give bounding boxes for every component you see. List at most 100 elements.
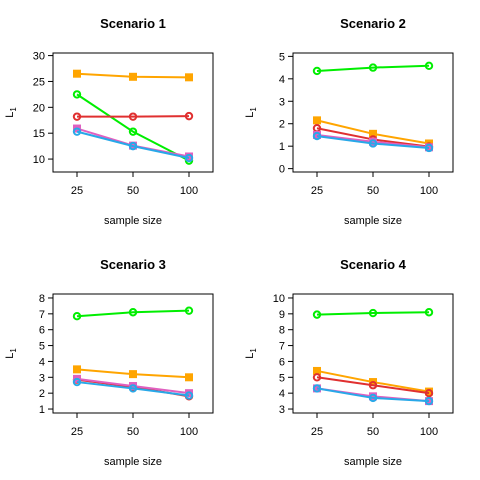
series-line-5 (76, 381, 190, 397)
y-tick-label: 7 (39, 309, 45, 321)
series-1-point (368, 63, 378, 72)
series-2-point (73, 365, 81, 374)
x-tick-label: 50 (127, 426, 139, 438)
series-line-1 (76, 93, 190, 162)
series-line-3 (77, 115, 190, 118)
y-tick-label: 1 (279, 141, 285, 153)
y-tick-label: 7 (279, 341, 285, 353)
y-tick-label: 8 (279, 325, 285, 337)
x-axis-label: sample size (344, 456, 402, 468)
y-tick-label: 3 (279, 404, 285, 416)
series-5-point (128, 141, 138, 151)
series-1-point (128, 127, 138, 136)
series-1-point (184, 306, 194, 315)
series-1-point (424, 61, 434, 70)
y-tick-label: 6 (39, 325, 45, 337)
series-1-point (312, 310, 322, 319)
x-tick-label: 100 (420, 426, 438, 438)
series-line-5 (76, 130, 190, 160)
y-tick-label: 5 (39, 341, 45, 353)
series-2-point (369, 129, 377, 138)
y-tick-label: 4 (279, 388, 285, 400)
y-tick-label: 2 (279, 119, 285, 131)
y-axis-label: L1 (244, 107, 258, 118)
series-5-point (368, 139, 378, 148)
y-tick-label: 8 (39, 293, 45, 305)
x-tick-label: 100 (180, 426, 198, 438)
y-tick-label: 3 (39, 372, 45, 384)
y-axis-label-subscript: 1 (9, 348, 18, 353)
series-5-point (424, 143, 434, 153)
y-tick-label: 3 (279, 96, 285, 108)
chart-title: Scenario 1 (100, 16, 166, 31)
y-tick-label: 30 (33, 51, 45, 63)
series-line-1 (76, 309, 190, 318)
series-5-point (312, 131, 322, 141)
y-tick-label: 10 (273, 293, 285, 305)
series-line-3 (316, 376, 430, 395)
series-1-point (424, 308, 434, 317)
series-5-point (72, 377, 82, 387)
x-tick-label: 100 (180, 185, 198, 197)
chart-title: Scenario 2 (340, 16, 406, 31)
series-2-point (185, 373, 193, 382)
chart-panel-3: Scenario 3 1 2 3 4 5 6 7 8 25 50 100 sample size L1 (4, 257, 214, 468)
series-2-point (313, 116, 321, 125)
series-5-point (128, 384, 138, 393)
series-3-point (184, 111, 194, 121)
series-3-point (312, 373, 322, 382)
chart-title: Scenario 3 (100, 257, 166, 272)
x-axis-label: sample size (104, 215, 162, 227)
chart-panel-1: Scenario 1 10 15 20 25 30 25 50 100 sample size L1 (4, 16, 214, 227)
series-2-point (73, 69, 81, 78)
y-tick-label: 9 (279, 309, 285, 321)
series-3-point (312, 124, 322, 133)
y-axis-label-main: L (4, 112, 16, 118)
series-1-point (312, 66, 322, 76)
series-line-1 (316, 64, 430, 72)
x-tick-label: 50 (367, 426, 379, 438)
x-tick-label: 25 (311, 185, 323, 197)
y-axis-label-subscript: 1 (249, 348, 258, 353)
y-axis-label: L1 (4, 107, 18, 118)
series-2-point (129, 72, 137, 81)
x-tick-label: 25 (71, 426, 83, 438)
y-tick-label: 5 (279, 372, 285, 384)
series-5-point (368, 393, 378, 403)
y-tick-label: 6 (279, 356, 285, 368)
y-axis-label-main: L (244, 353, 256, 359)
y-tick-label: 4 (39, 356, 45, 368)
y-axis-label: L1 (4, 348, 18, 359)
x-axis-label: sample size (344, 215, 402, 227)
chart-panel-4: Scenario 4 3 4 5 6 7 8 9 10 25 50 100 sample size L1 (244, 257, 454, 468)
series-5-point (72, 127, 82, 136)
series-5-point (184, 391, 194, 400)
series-2-point (129, 370, 137, 379)
y-axis-label-main: L (4, 353, 16, 359)
x-tick-label: 25 (311, 426, 323, 438)
series-5-point (312, 384, 322, 393)
series-3-point (128, 112, 138, 121)
x-tick-label: 50 (127, 185, 139, 197)
y-axis-label-subscript: 1 (9, 107, 18, 112)
y-tick-label: 25 (33, 76, 45, 88)
series-5-point (184, 153, 194, 163)
series-3-point (424, 388, 434, 398)
y-tick-label: 20 (33, 102, 45, 114)
series-1-point (368, 308, 378, 318)
series-3-point (72, 112, 82, 121)
x-tick-label: 100 (420, 185, 438, 197)
series-1-point (72, 312, 82, 321)
y-tick-label: 15 (33, 128, 45, 140)
x-tick-label: 50 (367, 185, 379, 197)
x-axis-label: sample size (104, 456, 162, 468)
y-tick-label: 4 (279, 74, 285, 86)
x-tick-label: 25 (71, 185, 83, 197)
series-2-point (185, 73, 193, 82)
y-tick-label: 2 (39, 388, 45, 400)
y-tick-label: 0 (279, 164, 285, 176)
series-line-5 (316, 135, 430, 149)
y-axis-label-subscript: 1 (249, 107, 258, 112)
y-axis-label: L1 (244, 348, 258, 359)
